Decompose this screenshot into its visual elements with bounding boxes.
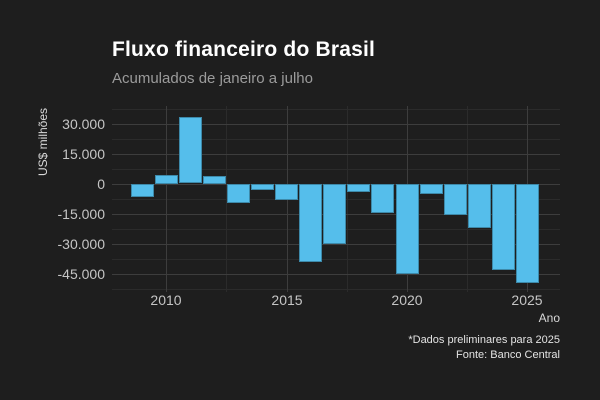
x-tick-label-2020: 2020	[391, 292, 423, 308]
gridline-x-minor	[467, 106, 468, 292]
bar-2022	[444, 184, 467, 215]
bar-2010	[155, 175, 178, 184]
gridline-y-minor	[112, 259, 560, 260]
y-tick-label-30000: 30.000	[62, 116, 105, 132]
bar-2015	[275, 184, 298, 200]
y-tick-label--45000: -45.000	[57, 266, 105, 282]
x-tick-label-2015: 2015	[271, 292, 303, 308]
bar-2012	[203, 176, 226, 184]
y-tick-label-0: 0	[97, 176, 105, 192]
gridline-y--45000	[112, 274, 560, 275]
x-tick-label-2025: 2025	[511, 292, 543, 308]
x-tick-label-2010: 2010	[150, 292, 182, 308]
y-tick-label-15000: 15.000	[62, 146, 105, 162]
y-tick-label--15000: -15.000	[57, 206, 105, 222]
caption-source: Fonte: Banco Central	[456, 349, 560, 361]
gridline-y-15000	[112, 154, 560, 155]
gridline-y-minor	[112, 289, 560, 290]
bar-2011	[179, 117, 202, 183]
gridline-y-minor	[112, 109, 560, 110]
gridline-x-2010	[166, 106, 167, 292]
bar-2024	[492, 184, 515, 270]
bar-2019	[371, 184, 394, 213]
y-tick-label--30000: -30.000	[57, 236, 105, 252]
bar-2013	[227, 184, 250, 203]
bar-2016	[299, 184, 322, 262]
plot-panel	[112, 106, 560, 292]
chart-subtitle: Acumulados de janeiro a julho	[112, 70, 313, 87]
caption-preliminary-note: *Dados preliminares para 2025	[408, 334, 560, 346]
bar-2014	[251, 184, 274, 190]
bar-2018	[347, 184, 370, 192]
bar-2009	[131, 184, 154, 197]
chart-caption: *Dados preliminares para 2025 Fonte: Ban…	[408, 333, 560, 363]
chart-title: Fluxo financeiro do Brasil	[112, 38, 376, 61]
gridline-y-minor	[112, 139, 560, 140]
gridline-x-minor	[347, 106, 348, 292]
bar-2025	[516, 184, 539, 283]
bar-2023	[468, 184, 491, 228]
x-axis-title: Ano	[538, 311, 560, 325]
gridline-y-minor	[112, 169, 560, 170]
gridline-y--30000	[112, 244, 560, 245]
gridline-y-30000	[112, 124, 560, 125]
bar-2021	[420, 184, 443, 194]
bar-2017	[323, 184, 346, 244]
gridline-x-minor	[226, 106, 227, 292]
bar-2020	[396, 184, 419, 274]
